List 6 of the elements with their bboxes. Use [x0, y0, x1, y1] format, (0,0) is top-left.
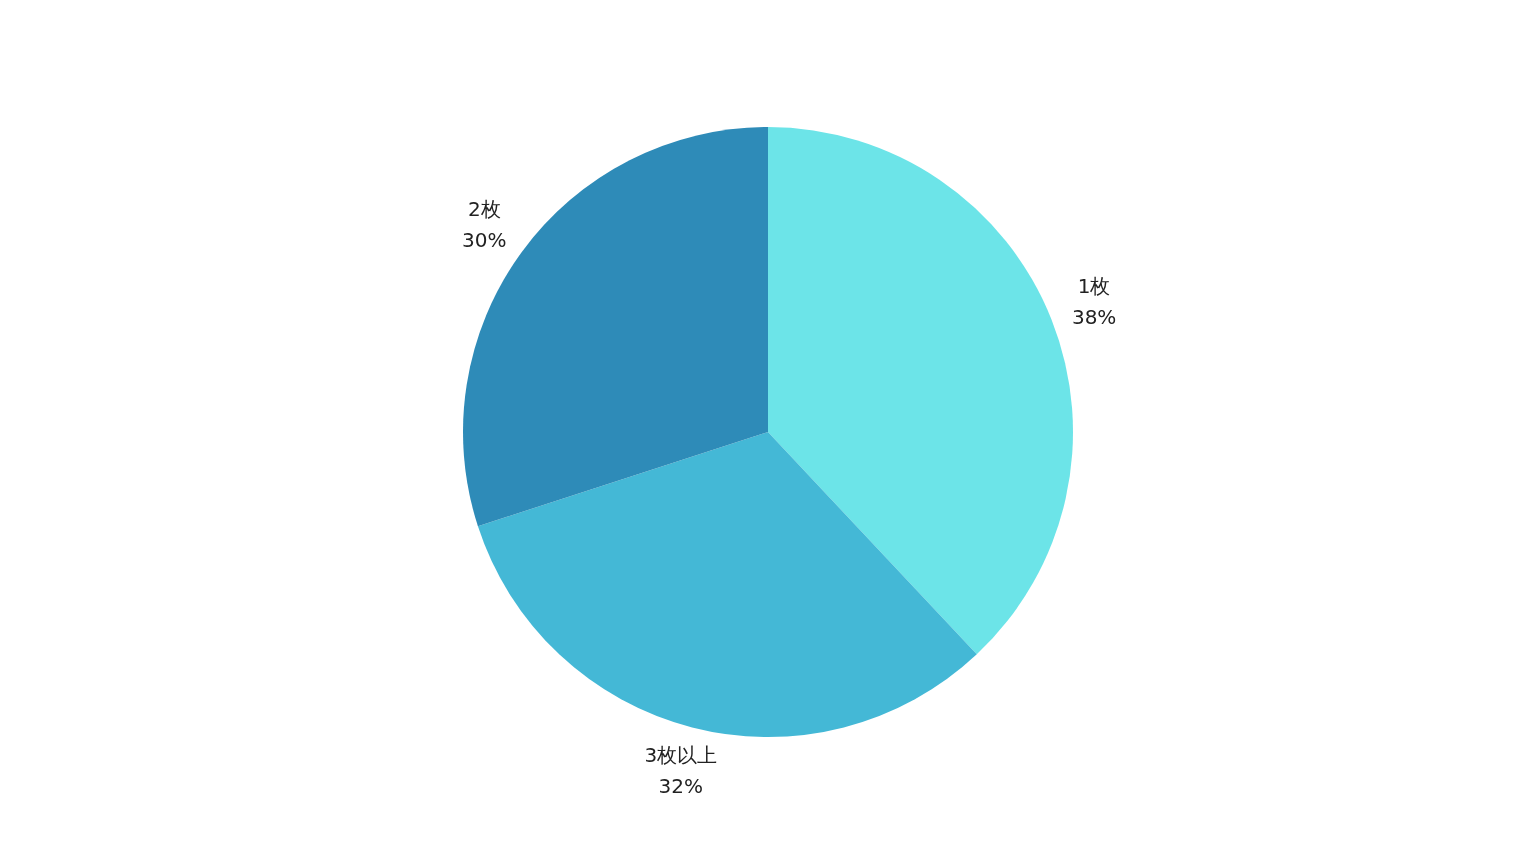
data-label: 38% [1071, 305, 1117, 330]
slice-label: 2枚 [467, 197, 501, 222]
slice-label: 1枚 [1077, 274, 1111, 299]
data-label: 30% [462, 228, 507, 253]
slice-label: 3枚以上 [644, 742, 718, 767]
data-label: 32% [658, 773, 703, 798]
